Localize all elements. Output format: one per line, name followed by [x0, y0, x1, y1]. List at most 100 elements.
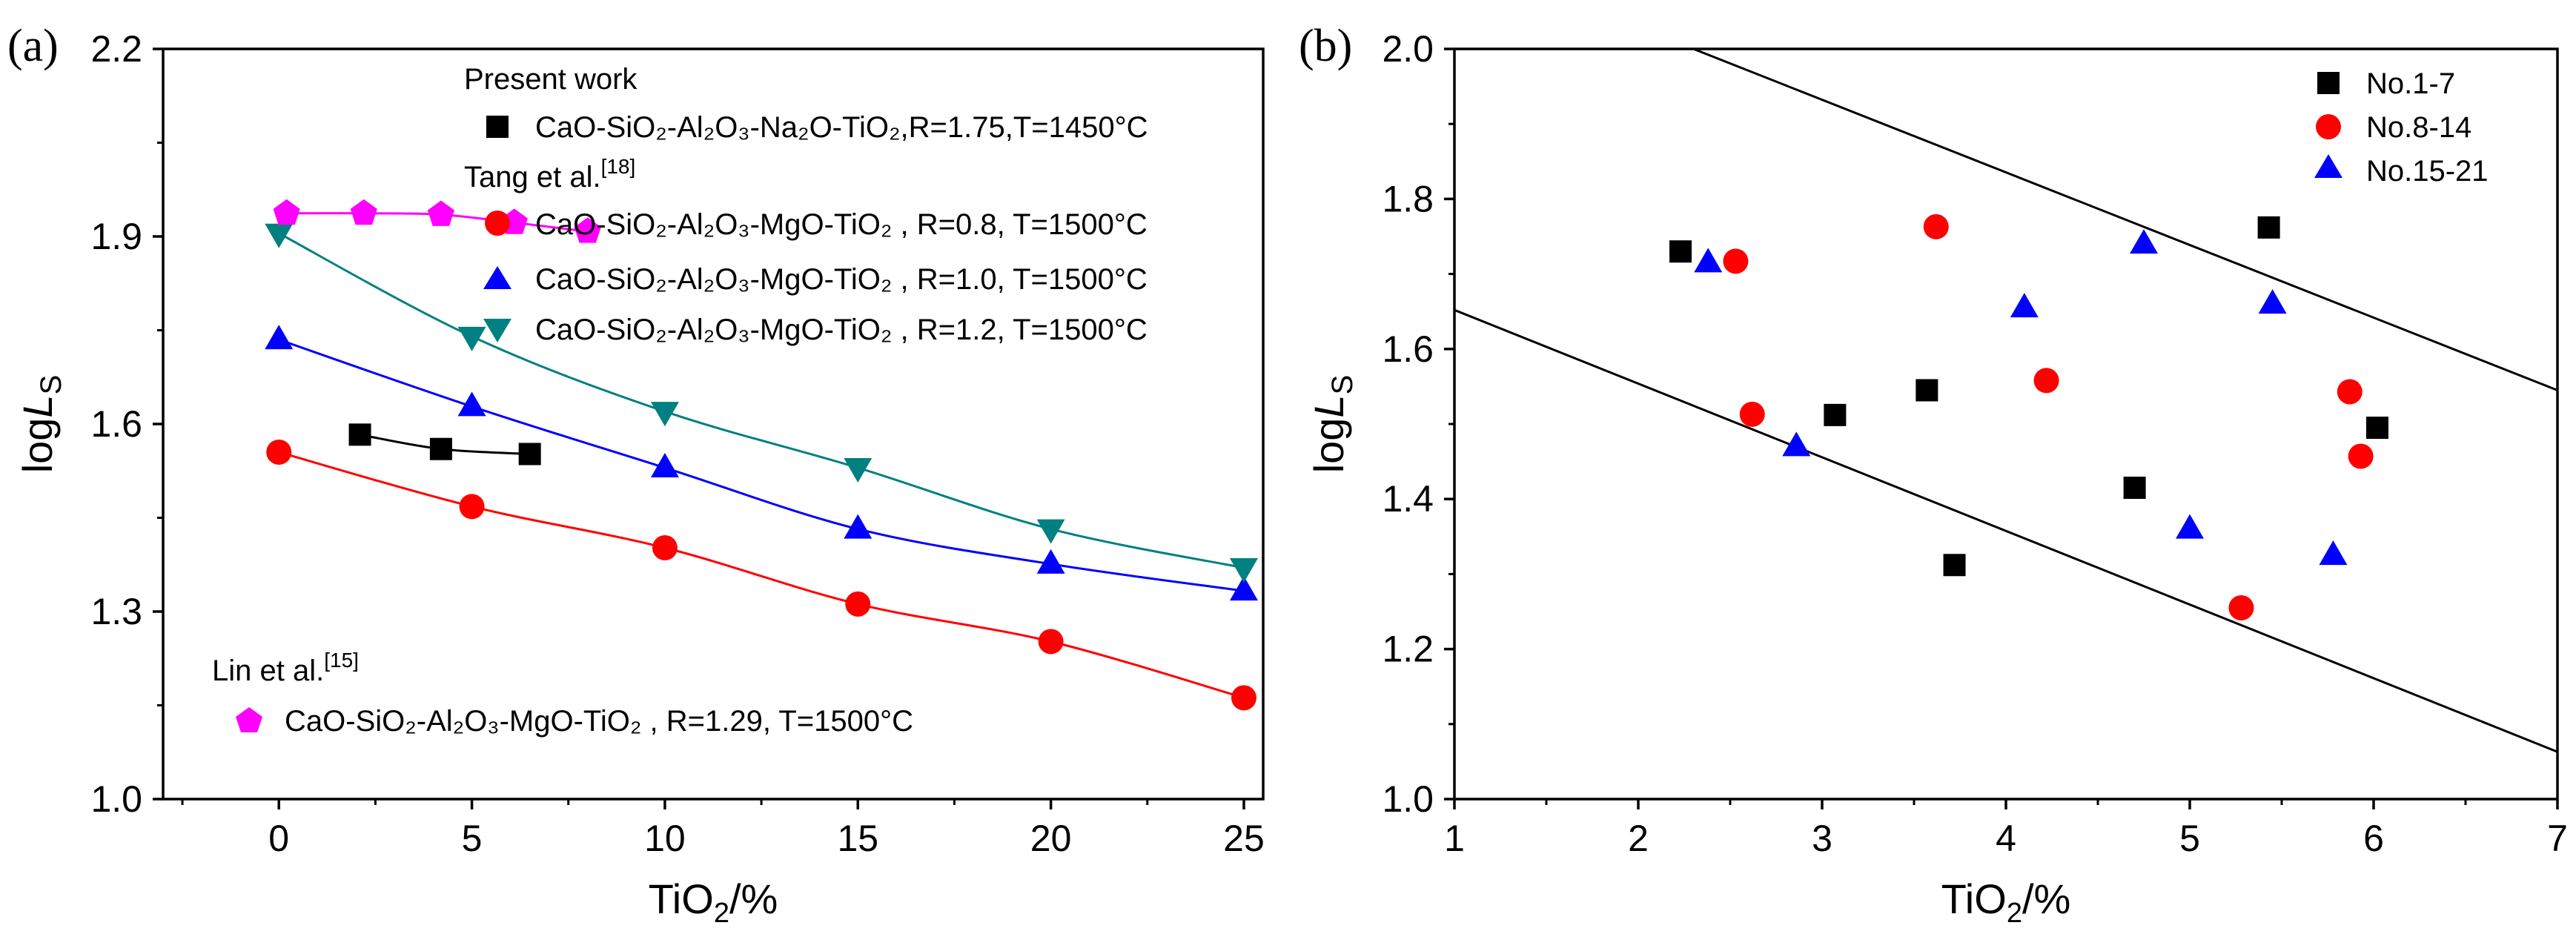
data-point-triangle-down [457, 326, 486, 351]
data-point-triangle-up [844, 514, 873, 539]
legend-marker-square [486, 116, 509, 138]
panel-a-x-axis-title: TiO2/% [649, 875, 778, 929]
data-point-square [518, 443, 541, 466]
legend-label-tang-r12: CaO-SiO₂-Al₂O₃-MgO-TiO₂ , R=1.2, T=1500°… [535, 314, 1148, 346]
panel-a-x-tick-label: 25 [1223, 818, 1265, 859]
data-point-triangle-down [844, 458, 873, 483]
legend-entry-no15-21: No.15-21 [2314, 154, 2489, 188]
panel-b-x-axis-title: TiO2/% [1941, 875, 2071, 929]
legend-marker-triangle-up [2314, 154, 2342, 178]
legend-label-tang-r10: CaO-SiO₂-Al₂O₃-MgO-TiO₂ , R=1.0, T=1500°… [535, 263, 1148, 296]
data-point-no-1-7 [1824, 403, 1847, 426]
legend-label-tang-r08: CaO-SiO₂-Al₂O₃-MgO-TiO₂ , R=0.8, T=1500°… [535, 208, 1148, 241]
panel-b-ticks: 1 2 3 4 5 6 7 1.0 1.2 1.4 1.6 1.8 2.0 [1382, 28, 2567, 859]
panel-b-y-tick-label: 1.8 [1382, 178, 1434, 219]
panel-b-x-tick-label: 7 [2547, 818, 2568, 859]
panel-a-legend: Present work CaO-SiO₂-Al₂O₃-Na₂O-TiO₂,R=… [212, 63, 1148, 738]
panel-a-y-tick-label: 2.2 [90, 28, 142, 70]
panel-b-x-tick-label: 5 [2179, 818, 2200, 859]
data-point-no-15-21 [2130, 229, 2158, 254]
panel-a-x-tick-label: 5 [462, 818, 483, 859]
data-point-circle [266, 439, 292, 465]
panel-b-y-tick-label: 1.0 [1382, 778, 1434, 820]
panel-b-label: (b) [1299, 21, 1352, 71]
data-point-no-1-7 [1916, 379, 1938, 402]
data-point-no-8-14 [2033, 368, 2059, 394]
panel-a-plot-frame [162, 47, 1265, 801]
panel-a-ticks: 0 5 10 15 20 25 1.0 1.3 1.6 1.9 2.2 [90, 28, 1264, 859]
data-point-triangle-down [1229, 557, 1258, 583]
panel-b-x-tick-label: 3 [1812, 818, 1832, 859]
data-point-triangle-up [457, 391, 486, 417]
data-point-no-15-21 [2258, 289, 2287, 314]
data-point-triangle-down [650, 402, 679, 427]
legend-label-lin: CaO-SiO₂-Al₂O₃-MgO-TiO₂ , R=1.29, T=1500… [285, 705, 913, 738]
legend-label-present: CaO-SiO₂-Al₂O₃-Na₂O-TiO₂,R=1.75,T=1450°C [535, 111, 1148, 144]
panel-a-y-tick-label: 1.9 [90, 216, 142, 257]
data-point-no-1-7 [1669, 240, 1692, 263]
legend-marker-square [2317, 72, 2340, 94]
legend-group-present: Present work [464, 63, 638, 96]
legend-entry-tang-r10: CaO-SiO₂-Al₂O₃-MgO-TiO₂ , R=1.0, T=1500°… [483, 263, 1148, 296]
data-point-pentagon [350, 199, 377, 225]
data-point-no-1-7 [2257, 216, 2280, 239]
data-point-no-15-21 [2010, 293, 2039, 318]
panel-a-x-tick-label: 20 [1030, 818, 1072, 859]
panel-b-x-tick-label: 6 [2363, 818, 2384, 859]
panel-b-y-axis-title: logLS [1305, 375, 1359, 474]
panel-b-y-tick-label: 1.4 [1382, 478, 1434, 520]
legend-marker-circle [2316, 114, 2341, 139]
panel-a-chart: (a) 0 5 10 15 20 25 1.0 1.3 1.6 1.9 2.2 TiO2/% log… [7, 21, 1265, 929]
legend-label-no1-7: No.1-7 [2366, 67, 2455, 100]
data-point-no-1-7 [2123, 477, 2146, 500]
data-point-no-15-21 [1694, 248, 1723, 273]
series-line-cao-sio2-al2o3-mgo-tio2-r-1-2-t-1500-c [278, 232, 1245, 569]
panel-b-legend: No.1-7 No.8-14 No.15-21 [2314, 67, 2489, 188]
data-point-circle [459, 494, 485, 520]
panel-a-y-tick-label: 1.0 [90, 778, 142, 820]
panel-a-x-tick-label: 15 [837, 818, 878, 859]
legend-entry-tang-r08: CaO-SiO₂-Al₂O₃-MgO-TiO₂ , R=0.8, T=1500°… [485, 208, 1148, 241]
panel-b-markers [1669, 213, 2388, 620]
data-point-pentagon [427, 200, 454, 226]
data-point-square [348, 423, 371, 446]
panel-a-markers [265, 199, 1258, 711]
data-point-no-8-14 [1923, 213, 1949, 239]
data-point-circle [1038, 629, 1064, 655]
data-point-pentagon [574, 217, 601, 243]
data-point-no-8-14 [1739, 401, 1765, 427]
data-point-no-8-14 [2337, 379, 2363, 405]
legend-entry-present: CaO-SiO₂-Al₂O₃-Na₂O-TiO₂,R=1.75,T=1450°C [486, 111, 1148, 144]
series-line-cao-sio2-al2o3-mgo-tio2-r-0-8-t-1500-c [278, 451, 1245, 699]
panel-a-series-lines [278, 212, 1245, 699]
legend-label-no15-21: No.15-21 [2366, 155, 2489, 188]
data-point-square [429, 437, 452, 460]
panel-a-x-tick-label: 0 [268, 818, 289, 859]
data-point-circle [652, 534, 678, 560]
panel-b-y-tick-label: 1.2 [1382, 629, 1434, 670]
data-point-triangle-up [1036, 549, 1065, 574]
panel-b-x-tick-label: 1 [1444, 818, 1465, 859]
legend-marker-triangle-down [483, 319, 511, 342]
panel-a-label: (a) [7, 21, 59, 71]
data-point-no-1-7 [2365, 417, 2388, 440]
legend-entry-tang-r12: CaO-SiO₂-Al₂O₃-MgO-TiO₂ , R=1.2, T=1500°… [483, 314, 1148, 346]
panel-b-y-tick-label: 1.6 [1382, 328, 1434, 370]
panel-b-x-tick-label: 4 [1996, 818, 2016, 859]
panel-b-bound-lines [1454, 47, 2558, 753]
series-line-cao-sio2-al2o3-mgo-tio2-r-1-0-t-1500-c [278, 338, 1245, 592]
legend-entry-lin: CaO-SiO₂-Al₂O₃-MgO-TiO₂ , R=1.29, T=1500… [236, 705, 913, 738]
data-point-no-15-21 [2176, 514, 2204, 539]
legend-entry-no8-14: No.8-14 [2316, 111, 2471, 144]
legend-label-no8-14: No.8-14 [2366, 111, 2471, 144]
data-point-circle [845, 591, 871, 617]
panel-a-x-tick-label: 10 [644, 818, 686, 859]
panel-a-y-axis-title: logLS [14, 375, 67, 474]
data-point-no-8-14 [2348, 443, 2374, 469]
legend-marker-triangle-up [483, 266, 511, 289]
upper-bound-line [1692, 47, 2558, 391]
legend-marker-circle [485, 211, 510, 236]
data-point-no-15-21 [2319, 540, 2348, 566]
data-point-triangle-up [265, 325, 294, 350]
